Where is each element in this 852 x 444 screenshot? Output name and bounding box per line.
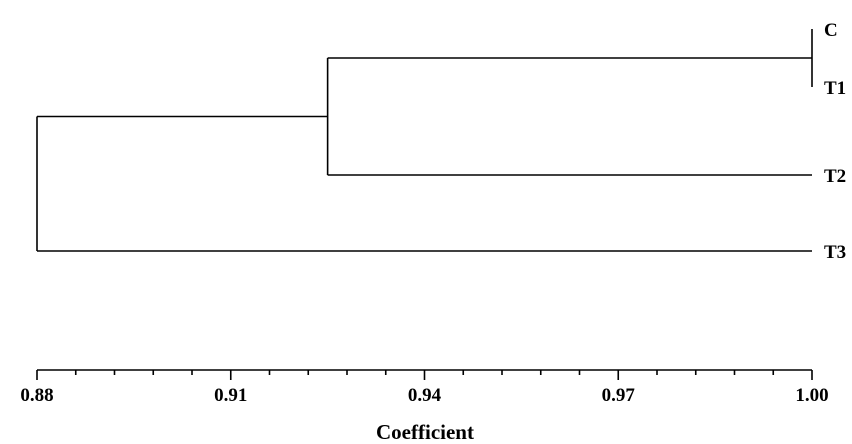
leaf-labels: C T1 T2 T3: [824, 20, 846, 263]
x-tick-label-1: 0.91: [214, 385, 247, 406]
x-axis: 0.88 0.91 0.94 0.97 1.00: [20, 369, 829, 406]
leaf-label-c: C: [824, 20, 838, 41]
x-tick-label-0: 0.88: [20, 385, 53, 406]
x-tick-label-4: 1.00: [795, 385, 828, 406]
x-tick-label-3: 0.97: [602, 385, 636, 406]
x-tick-label-2: 0.94: [408, 385, 442, 406]
dendrogram-tree: [36, 29, 813, 252]
x-axis-label: Coefficient: [376, 420, 474, 444]
leaf-label-t1: T1: [824, 78, 846, 99]
leaf-label-t2: T2: [824, 166, 846, 187]
leaf-label-t3: T3: [824, 242, 846, 263]
